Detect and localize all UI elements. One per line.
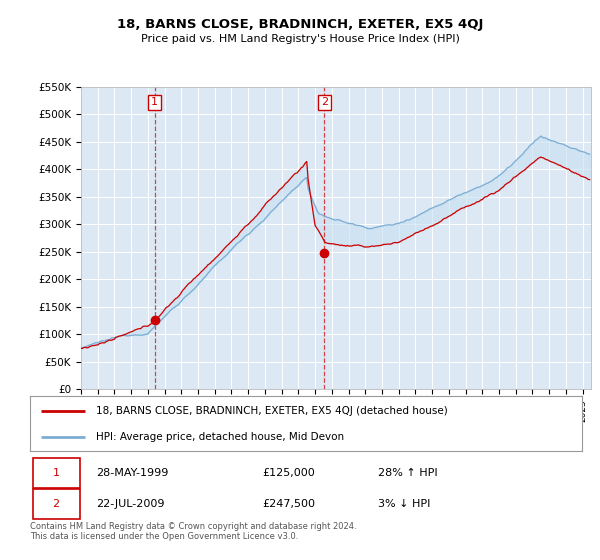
Text: £125,000: £125,000 <box>262 468 314 478</box>
Text: HPI: Average price, detached house, Mid Devon: HPI: Average price, detached house, Mid … <box>96 432 344 442</box>
Text: 28% ↑ HPI: 28% ↑ HPI <box>378 468 437 478</box>
Text: 28-MAY-1999: 28-MAY-1999 <box>96 468 169 478</box>
Text: 1: 1 <box>151 97 158 108</box>
Text: 2: 2 <box>321 97 328 108</box>
Text: 2: 2 <box>52 499 59 509</box>
Text: 1: 1 <box>52 468 59 478</box>
Text: 3% ↓ HPI: 3% ↓ HPI <box>378 499 430 509</box>
Text: Contains HM Land Registry data © Crown copyright and database right 2024.
This d: Contains HM Land Registry data © Crown c… <box>30 522 356 542</box>
Text: 22-JUL-2009: 22-JUL-2009 <box>96 499 165 509</box>
FancyBboxPatch shape <box>33 489 80 519</box>
FancyBboxPatch shape <box>33 458 80 488</box>
Text: £247,500: £247,500 <box>262 499 315 509</box>
Text: 18, BARNS CLOSE, BRADNINCH, EXETER, EX5 4QJ (detached house): 18, BARNS CLOSE, BRADNINCH, EXETER, EX5 … <box>96 407 448 416</box>
Text: Price paid vs. HM Land Registry's House Price Index (HPI): Price paid vs. HM Land Registry's House … <box>140 34 460 44</box>
Text: 18, BARNS CLOSE, BRADNINCH, EXETER, EX5 4QJ: 18, BARNS CLOSE, BRADNINCH, EXETER, EX5 … <box>117 18 483 31</box>
